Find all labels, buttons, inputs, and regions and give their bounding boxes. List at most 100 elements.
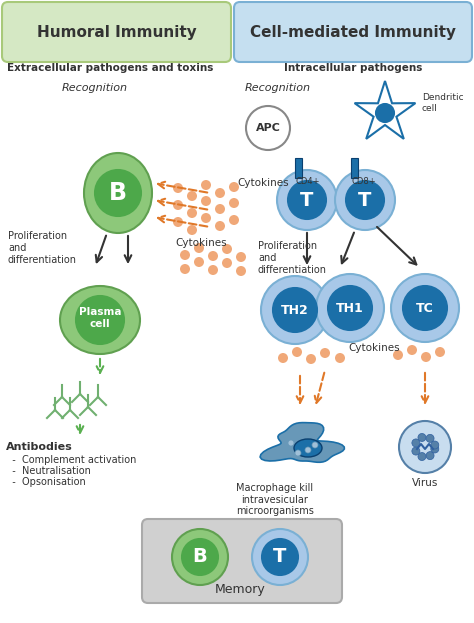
Text: Cytokines: Cytokines xyxy=(237,178,289,188)
Circle shape xyxy=(180,250,190,260)
Ellipse shape xyxy=(84,153,152,233)
Ellipse shape xyxy=(294,439,322,457)
Circle shape xyxy=(173,200,183,210)
Circle shape xyxy=(236,252,246,262)
Text: T: T xyxy=(301,191,314,209)
Circle shape xyxy=(435,347,445,357)
Circle shape xyxy=(292,347,302,357)
Text: T: T xyxy=(273,548,287,566)
Text: Recognition: Recognition xyxy=(245,83,311,93)
Circle shape xyxy=(305,447,311,453)
Text: Intracellular pathogens: Intracellular pathogens xyxy=(284,63,422,73)
Text: T: T xyxy=(358,191,372,209)
Circle shape xyxy=(407,345,417,355)
Circle shape xyxy=(180,264,190,274)
Circle shape xyxy=(222,244,232,254)
Circle shape xyxy=(431,441,439,449)
FancyBboxPatch shape xyxy=(2,2,231,62)
Text: Plasma
cell: Plasma cell xyxy=(79,307,121,329)
FancyBboxPatch shape xyxy=(234,2,472,62)
Circle shape xyxy=(201,180,211,190)
Circle shape xyxy=(412,439,420,447)
Circle shape xyxy=(346,181,384,219)
Text: TH2: TH2 xyxy=(281,303,309,316)
Text: -  Neutralisation: - Neutralisation xyxy=(6,466,91,476)
Circle shape xyxy=(76,296,124,344)
Circle shape xyxy=(187,225,197,235)
Text: Extracellular pathogens and toxins: Extracellular pathogens and toxins xyxy=(7,63,213,73)
Text: Macrophage kill
intravesicular
microorganisms: Macrophage kill intravesicular microorga… xyxy=(236,483,314,516)
Text: Memory: Memory xyxy=(215,584,265,596)
Bar xyxy=(351,158,358,178)
Circle shape xyxy=(194,257,204,267)
Circle shape xyxy=(399,421,451,473)
Circle shape xyxy=(208,265,218,275)
Circle shape xyxy=(194,243,204,253)
Circle shape xyxy=(288,181,326,219)
Circle shape xyxy=(222,258,232,268)
Text: B: B xyxy=(109,181,127,205)
Polygon shape xyxy=(355,81,415,139)
Text: Dendritic
cell: Dendritic cell xyxy=(422,93,464,113)
Text: Antibodies: Antibodies xyxy=(6,442,73,452)
Circle shape xyxy=(426,452,434,460)
Ellipse shape xyxy=(60,286,140,354)
Circle shape xyxy=(335,353,345,363)
Circle shape xyxy=(295,450,301,456)
Text: Cell-mediated Immunity: Cell-mediated Immunity xyxy=(250,26,456,40)
Text: APC: APC xyxy=(255,123,281,133)
Circle shape xyxy=(236,266,246,276)
Circle shape xyxy=(431,445,439,453)
Circle shape xyxy=(172,529,228,585)
Polygon shape xyxy=(260,422,344,462)
Text: -  Opsonisation: - Opsonisation xyxy=(6,477,86,487)
Circle shape xyxy=(201,196,211,206)
Circle shape xyxy=(173,217,183,227)
Circle shape xyxy=(391,274,459,342)
Circle shape xyxy=(376,104,394,122)
Circle shape xyxy=(335,170,395,230)
Circle shape xyxy=(306,354,316,364)
Text: Proliferation
and
differentiation: Proliferation and differentiation xyxy=(8,231,77,265)
Text: Virus: Virus xyxy=(412,478,438,488)
Text: TC: TC xyxy=(416,302,434,315)
Text: TH1: TH1 xyxy=(336,302,364,315)
Circle shape xyxy=(215,221,225,231)
Circle shape xyxy=(187,208,197,218)
Circle shape xyxy=(187,191,197,201)
Circle shape xyxy=(393,350,403,360)
Circle shape xyxy=(261,276,329,344)
Circle shape xyxy=(95,170,141,216)
Text: Cytokines: Cytokines xyxy=(175,238,227,248)
Circle shape xyxy=(273,288,317,332)
Text: -  Complement activation: - Complement activation xyxy=(6,455,137,465)
Circle shape xyxy=(418,434,426,442)
Text: Recognition: Recognition xyxy=(62,83,128,93)
Text: CD8+: CD8+ xyxy=(352,178,376,186)
Text: Proliferation
and
differentiation: Proliferation and differentiation xyxy=(258,241,327,275)
Circle shape xyxy=(278,353,288,363)
Circle shape xyxy=(215,188,225,198)
Circle shape xyxy=(246,106,290,150)
Circle shape xyxy=(403,286,447,330)
Circle shape xyxy=(316,274,384,342)
Circle shape xyxy=(182,539,218,575)
FancyBboxPatch shape xyxy=(142,519,342,603)
Bar xyxy=(295,158,302,178)
Circle shape xyxy=(252,529,308,585)
Circle shape xyxy=(208,251,218,261)
Circle shape xyxy=(277,170,337,230)
Text: B: B xyxy=(192,548,207,566)
Circle shape xyxy=(421,352,431,362)
Circle shape xyxy=(288,440,294,446)
Circle shape xyxy=(328,286,372,330)
Circle shape xyxy=(229,215,239,225)
Circle shape xyxy=(173,183,183,193)
Circle shape xyxy=(320,348,330,358)
Circle shape xyxy=(412,447,420,455)
Text: Humoral Immunity: Humoral Immunity xyxy=(37,26,197,40)
Circle shape xyxy=(418,452,426,460)
Circle shape xyxy=(229,198,239,208)
Circle shape xyxy=(262,539,298,575)
Text: CD4+: CD4+ xyxy=(296,178,320,186)
